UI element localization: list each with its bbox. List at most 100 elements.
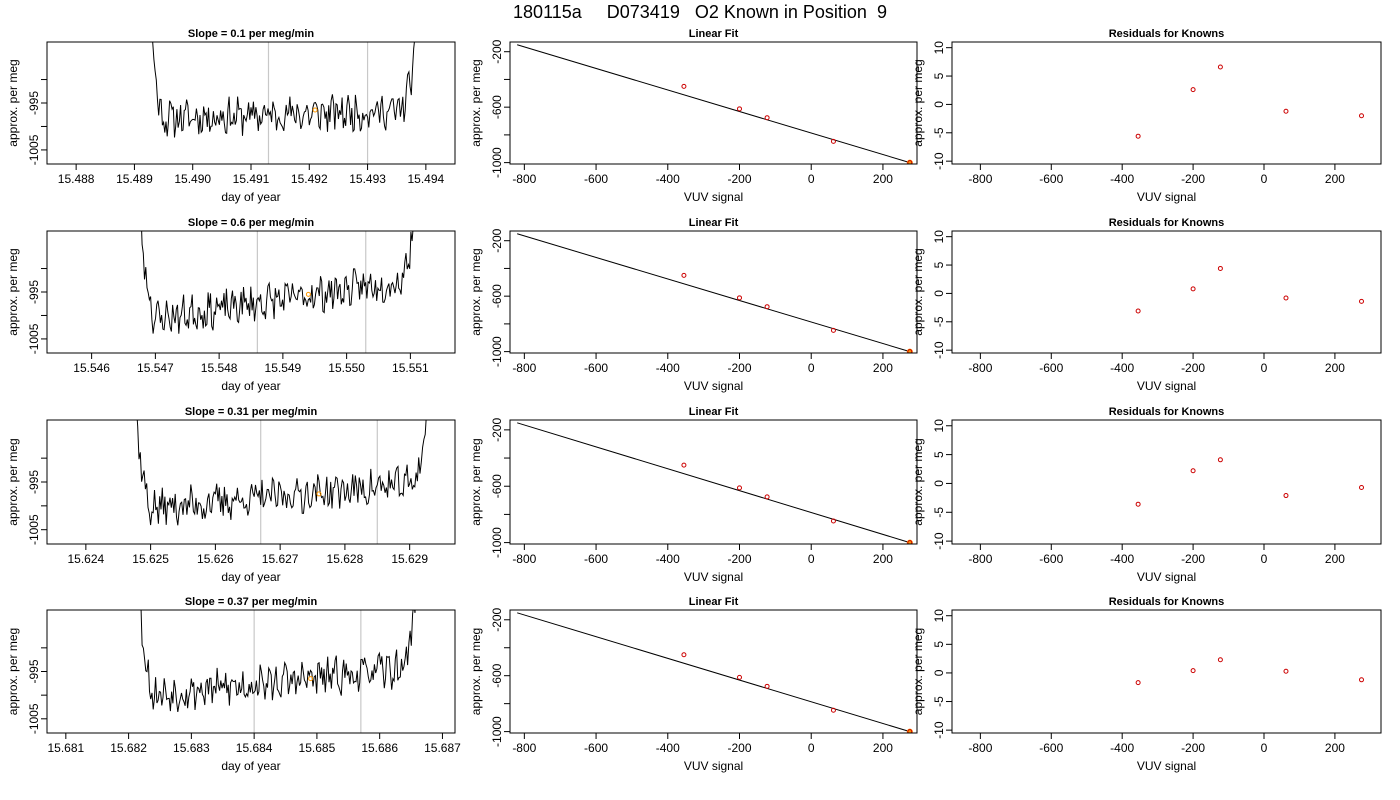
- x-tick-label: 15.685: [299, 741, 336, 755]
- residual-point: [1283, 493, 1289, 499]
- y-tick-label: 10: [932, 230, 946, 244]
- plot-area: [517, 612, 913, 733]
- fit-point: [736, 485, 742, 491]
- y-tick-label: 0: [932, 480, 946, 487]
- residual-point: [1359, 298, 1364, 304]
- panel-frame: [951, 41, 1382, 165]
- y-tick-label: -5: [932, 127, 946, 138]
- y-axis-label: approx. per meg: [6, 59, 20, 146]
- x-tick-label: 15.546: [73, 361, 110, 375]
- x-tick-label: 15.551: [392, 361, 429, 375]
- panel-title: Residuals for Knowns: [1109, 217, 1225, 229]
- x-tick-label: 200: [873, 552, 893, 566]
- y-tick-label: -10: [932, 152, 946, 170]
- fit-point: [681, 652, 687, 658]
- residual-point: [1135, 133, 1141, 139]
- y-tick-label: 10: [932, 419, 946, 433]
- fit-point: [736, 106, 742, 112]
- residual-point: [1190, 468, 1196, 474]
- fit-point: [830, 138, 836, 144]
- x-tick-label: 0: [808, 172, 815, 186]
- plot-area: [517, 422, 913, 544]
- fit-point: [907, 349, 913, 353]
- y-axis-label: approx. per meg: [911, 628, 925, 715]
- x-tick-label: 0: [808, 361, 815, 375]
- y-tick-label: -1000: [490, 336, 504, 367]
- trace-line: [152, 42, 415, 138]
- x-tick-label: -800: [968, 361, 992, 375]
- residual-point: [1283, 668, 1289, 674]
- residual-point: [1217, 657, 1223, 663]
- y-tick-label: 0: [932, 101, 946, 108]
- panel-title: Residuals for Knowns: [1109, 406, 1225, 418]
- x-tick-label: 15.488: [58, 172, 95, 186]
- x-tick-label: -400: [656, 361, 680, 375]
- y-tick-label: -5: [932, 316, 946, 327]
- y-axis-label: approx. per meg: [6, 628, 20, 715]
- x-tick-label: -400: [1110, 552, 1134, 566]
- panel-frame: [951, 419, 1382, 545]
- x-tick-label: 15.549: [265, 361, 302, 375]
- y-tick-label: -1000: [490, 716, 504, 747]
- panel-frame: [46, 230, 456, 354]
- y-axis-label: approx. per meg: [469, 438, 483, 525]
- x-tick-label: 200: [1325, 552, 1345, 566]
- y-tick-label: 5: [932, 641, 946, 648]
- x-tick-label: 0: [1261, 552, 1268, 566]
- y-tick-label: -600: [490, 95, 504, 119]
- plot-area: [517, 44, 913, 164]
- x-tick-label: 200: [873, 172, 893, 186]
- residuals-panel-row-4: Residuals for Knowns VUV signal approx. pe…: [911, 596, 1382, 773]
- x-tick-label: 15.682: [110, 741, 147, 755]
- highlight-point: [312, 107, 318, 113]
- y-axis-label: approx. per meg: [6, 438, 20, 525]
- y-axis-label: approx. per meg: [911, 59, 925, 146]
- residual-point: [1217, 457, 1223, 463]
- y-tick-label: -995: [27, 91, 41, 115]
- plot-area: [152, 42, 415, 164]
- fit-point: [907, 729, 913, 733]
- x-tick-label: -400: [656, 552, 680, 566]
- x-tick-label: -400: [656, 172, 680, 186]
- x-tick-label: 15.681: [47, 741, 84, 755]
- panel-frame: [46, 419, 456, 545]
- fit-point: [907, 540, 913, 544]
- fit-point: [764, 683, 770, 689]
- x-tick-label: -600: [1039, 172, 1063, 186]
- panel-title: Residuals for Knowns: [1109, 28, 1225, 40]
- y-tick-label: 5: [932, 451, 946, 458]
- trace-panel-row-2: Slope = 0.6 per meg/min day of year approx…: [6, 217, 456, 393]
- y-tick-label: -10: [932, 721, 946, 739]
- panel-title: Slope = 0.6 per meg/min: [188, 217, 315, 229]
- y-tick-label: -1000: [490, 527, 504, 558]
- fit-point: [736, 295, 742, 301]
- plot-area: [1135, 457, 1364, 507]
- x-tick-label: 15.629: [391, 552, 428, 566]
- y-tick-label: 0: [932, 669, 946, 676]
- y-tick-label: -200: [490, 39, 504, 63]
- x-tick-label: 0: [1261, 172, 1268, 186]
- y-tick-label: -600: [490, 284, 504, 308]
- x-tick-label: 0: [1261, 741, 1268, 755]
- x-tick-label: -200: [1181, 172, 1205, 186]
- highlight-point: [308, 676, 314, 682]
- x-tick-label: 200: [1325, 172, 1345, 186]
- x-tick-label: 15.683: [173, 741, 210, 755]
- panel-title: Linear Fit: [689, 217, 739, 229]
- x-tick-label: 15.628: [327, 552, 364, 566]
- x-tick-label: -200: [727, 741, 751, 755]
- residual-point: [1190, 87, 1196, 93]
- fit-line: [517, 44, 910, 164]
- residual-point: [1190, 668, 1196, 674]
- x-tick-label: 200: [873, 361, 893, 375]
- panel-title: Slope = 0.1 per meg/min: [188, 28, 315, 40]
- y-axis-label: approx. per meg: [469, 628, 483, 715]
- y-tick-label: 10: [932, 41, 946, 55]
- x-axis-label: VUV signal: [684, 190, 743, 204]
- plot-area: [1135, 657, 1364, 686]
- trace-line: [136, 420, 427, 526]
- x-tick-label: 200: [1325, 741, 1345, 755]
